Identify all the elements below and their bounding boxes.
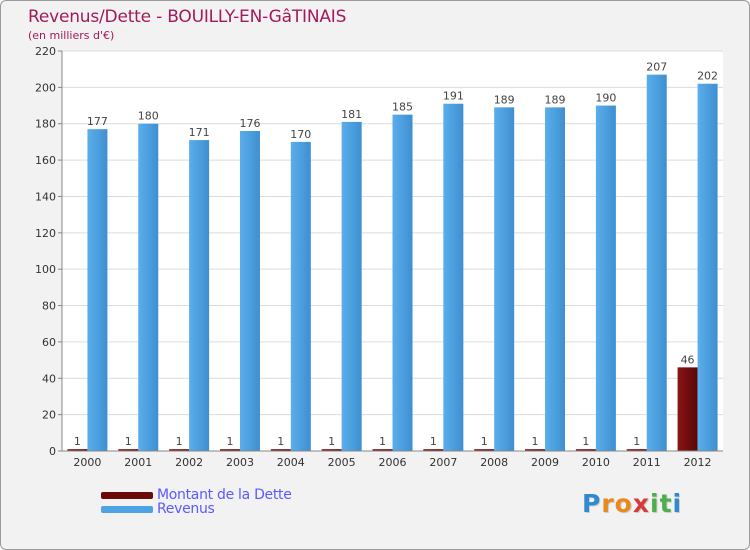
data-label-revenue: 185: [392, 101, 413, 114]
legend-swatch-revenue: [101, 505, 153, 513]
bar-revenue: [697, 83, 718, 452]
bar-debt: [525, 449, 546, 451]
bar-debt: [474, 449, 495, 451]
x-tick-label: 2008: [480, 456, 508, 469]
bar-revenue: [494, 107, 515, 451]
y-tick-label: 80: [42, 300, 56, 313]
x-tick-label: 2009: [531, 456, 559, 469]
logo-letter: t: [659, 489, 673, 518]
bar-revenue: [239, 131, 260, 451]
y-tick-label: 0: [49, 445, 56, 458]
x-tick-label: 2000: [73, 456, 101, 469]
y-tick-label: 120: [35, 227, 56, 240]
legend-item-revenue: Revenus: [101, 501, 215, 517]
chart-subtitle: (en milliers d'€): [28, 29, 115, 42]
logo-letter: P: [582, 489, 602, 518]
y-tick-label: 220: [35, 45, 56, 58]
bar-revenue: [392, 114, 413, 452]
data-label-revenue: 189: [545, 93, 566, 106]
x-tick-label: 2005: [328, 456, 356, 469]
data-label-debt: 1: [277, 435, 284, 448]
y-tick-label: 100: [35, 263, 56, 276]
data-label-debt: 1: [125, 435, 132, 448]
bar-revenue: [646, 74, 667, 452]
bar-debt: [575, 449, 596, 451]
data-label-revenue: 207: [646, 61, 667, 74]
data-label-revenue: 190: [595, 92, 616, 105]
bar-revenue: [138, 123, 159, 452]
bar-debt: [67, 449, 88, 451]
bar-revenue: [87, 129, 108, 451]
bar-revenue: [341, 121, 362, 451]
data-label-revenue: 176: [239, 117, 260, 130]
y-tick-label: 40: [42, 372, 56, 385]
data-label-debt: 1: [328, 435, 335, 448]
bar-revenue: [189, 140, 210, 451]
bar-debt: [372, 449, 393, 451]
data-label-debt: 1: [176, 435, 183, 448]
bar-revenue: [595, 105, 616, 451]
y-tick-label: 60: [42, 336, 56, 349]
data-label-debt: 1: [226, 435, 233, 448]
legend-item-debt: Montant de la Dette: [101, 487, 292, 503]
data-label-debt: 1: [532, 435, 539, 448]
bar-debt: [677, 367, 698, 451]
data-label-revenue: 177: [87, 115, 108, 128]
data-label-revenue: 189: [494, 93, 515, 106]
x-tick-label: 2010: [582, 456, 610, 469]
bar-debt: [626, 449, 647, 451]
legend-label-revenue: Revenus: [157, 501, 215, 517]
logo-letter: i: [650, 489, 660, 518]
bar-debt: [423, 449, 444, 451]
data-label-debt: 1: [74, 435, 81, 448]
data-label-revenue: 202: [697, 70, 718, 83]
logo-letter: r: [601, 489, 615, 518]
y-tick-label: 180: [35, 118, 56, 131]
bar-revenue: [545, 107, 566, 451]
y-tick-label: 200: [35, 81, 56, 94]
x-tick-label: 2011: [633, 456, 661, 469]
data-label-debt: 1: [633, 435, 640, 448]
y-tick-label: 160: [35, 154, 56, 167]
data-label-revenue: 171: [189, 126, 210, 139]
x-tick-label: 2003: [226, 456, 254, 469]
bar-debt: [169, 449, 190, 451]
data-label-revenue: 191: [443, 90, 464, 103]
logo-letter: o: [614, 489, 633, 518]
data-label-debt: 1: [430, 435, 437, 448]
x-tick-label: 2002: [175, 456, 203, 469]
data-label-debt: 1: [481, 435, 488, 448]
chart-title: Revenus/Dette - BOUILLY-EN-GâTINAIS: [28, 7, 347, 27]
data-label-debt: 46: [681, 353, 695, 366]
y-tick-label: 20: [42, 409, 56, 422]
y-tick-label: 140: [35, 190, 56, 203]
bar-debt: [321, 449, 342, 451]
x-tick-label: 2006: [379, 456, 407, 469]
data-label-revenue: 181: [341, 108, 362, 121]
logo-letter: x: [632, 489, 650, 518]
data-label-revenue: 180: [138, 110, 159, 123]
legend-label-debt: Montant de la Dette: [157, 487, 292, 503]
bar-debt: [270, 449, 291, 451]
bar-revenue: [443, 103, 464, 452]
logo-letter: i: [672, 489, 683, 518]
data-label-debt: 1: [582, 435, 589, 448]
bar-debt: [118, 449, 139, 451]
bar-revenue: [290, 141, 311, 451]
x-tick-label: 2001: [124, 456, 152, 469]
x-tick-label: 2004: [277, 456, 305, 469]
bar-debt: [219, 449, 240, 451]
data-label-revenue: 170: [290, 128, 311, 141]
x-tick-label: 2012: [684, 456, 712, 469]
x-tick-label: 2007: [429, 456, 457, 469]
data-label-debt: 1: [379, 435, 386, 448]
legend-swatch-debt: [101, 491, 153, 499]
